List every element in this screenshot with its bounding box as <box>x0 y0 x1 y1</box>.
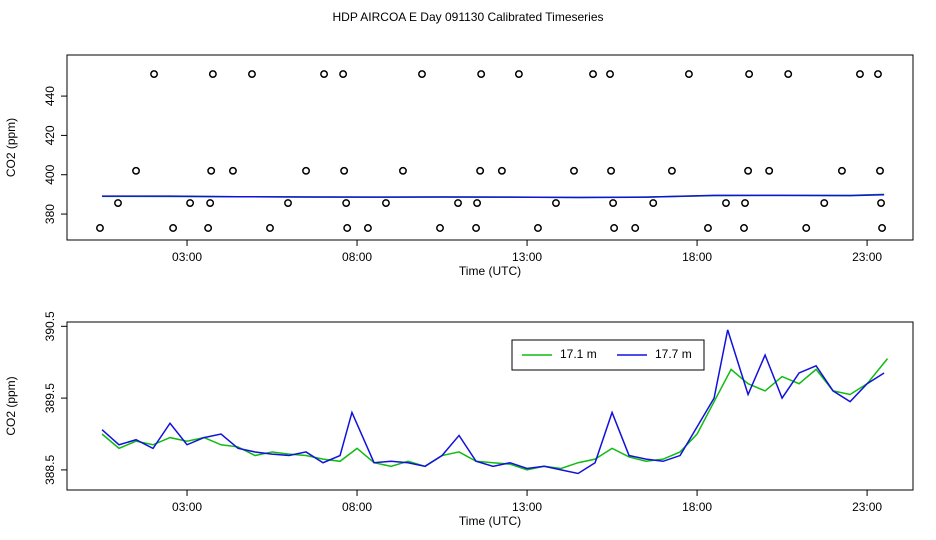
y-tick-label: 440 <box>43 86 57 106</box>
data-point <box>684 70 693 79</box>
data-point <box>169 224 178 232</box>
data-point <box>610 224 619 232</box>
y-tick-label: 389.5 <box>43 383 57 413</box>
series-line <box>102 194 885 199</box>
chart-title: HDP AIRCOA E Day 091130 Calibrated Times… <box>332 10 603 24</box>
data-point <box>704 224 712 232</box>
x-axis-label: Time (UTC) <box>459 264 521 278</box>
data-point <box>114 199 122 207</box>
series-line <box>101 329 885 475</box>
data-point <box>206 199 215 207</box>
data-point <box>150 70 158 79</box>
y-axis-label: CO2 (ppm) <box>4 376 18 435</box>
data-point <box>876 166 884 175</box>
data-point <box>340 166 349 175</box>
x-tick-label: 23:00 <box>852 500 882 514</box>
plot-frame <box>66 321 914 491</box>
data-point <box>765 166 774 175</box>
data-point <box>570 166 578 175</box>
data-point <box>343 224 352 232</box>
data-point <box>204 224 213 232</box>
data-point <box>649 199 658 207</box>
data-point <box>96 224 104 232</box>
data-point <box>207 166 216 175</box>
y-tick-label: 420 <box>43 125 57 145</box>
x-axis-label: Time (UTC) <box>459 514 521 528</box>
data-point <box>228 166 237 175</box>
data-point <box>874 70 882 79</box>
data-point <box>837 166 846 175</box>
data-point <box>514 70 523 79</box>
data-point <box>784 70 793 79</box>
y-axis-label: CO2 (ppm) <box>4 118 18 177</box>
data-point <box>476 166 485 175</box>
data-point <box>186 199 195 207</box>
data-point <box>740 224 748 232</box>
y-tick-label: 390.5 <box>43 311 57 341</box>
data-point <box>745 70 754 79</box>
data-point <box>856 70 864 79</box>
data-point <box>820 199 829 207</box>
y-tick-label: 388.5 <box>43 455 57 485</box>
plot-frame <box>66 54 914 241</box>
data-point <box>741 199 749 207</box>
x-tick-label: 13:00 <box>512 500 542 514</box>
data-point <box>744 166 753 175</box>
x-tick-label: 03:00 <box>172 500 202 514</box>
legend: 17.1 m 17.7 m <box>511 339 705 371</box>
data-point <box>606 70 614 79</box>
data-point <box>473 199 482 207</box>
x-tick-label: 23:00 <box>852 250 882 264</box>
data-point <box>497 166 506 175</box>
data-point <box>552 199 560 207</box>
data-point <box>284 199 292 207</box>
data-point <box>266 224 274 232</box>
x-tick-label: 03:00 <box>172 250 202 264</box>
data-point <box>454 199 462 207</box>
data-point <box>339 70 348 79</box>
x-tick-label: 18:00 <box>682 500 712 514</box>
data-point <box>302 166 310 175</box>
data-point <box>609 199 618 207</box>
series-line <box>101 358 889 471</box>
data-point <box>248 70 256 79</box>
data-point <box>208 70 217 79</box>
data-point <box>320 70 329 79</box>
data-point <box>589 70 597 79</box>
y-tick-label: 380 <box>43 204 57 224</box>
data-point <box>533 224 542 232</box>
data-point <box>607 166 616 175</box>
data-point <box>631 224 640 232</box>
legend-label: 17.7 m <box>655 347 692 361</box>
data-point <box>399 166 407 175</box>
data-point <box>667 166 676 175</box>
data-point <box>363 224 372 232</box>
data-point <box>477 70 486 79</box>
data-point <box>877 199 885 207</box>
x-tick-label: 08:00 <box>342 500 372 514</box>
data-point <box>382 199 390 207</box>
data-point <box>802 224 811 232</box>
data-point <box>722 199 730 207</box>
x-tick-label: 08:00 <box>342 250 372 264</box>
y-tick-label: 400 <box>43 164 57 184</box>
data-point <box>878 224 887 232</box>
legend-label: 17.1 m <box>560 347 597 361</box>
x-tick-label: 18:00 <box>682 250 712 264</box>
x-tick-label: 13:00 <box>512 250 542 264</box>
data-point <box>418 70 426 79</box>
data-point <box>472 224 481 232</box>
data-point <box>132 166 140 175</box>
data-point <box>342 199 351 207</box>
data-point <box>436 224 444 232</box>
